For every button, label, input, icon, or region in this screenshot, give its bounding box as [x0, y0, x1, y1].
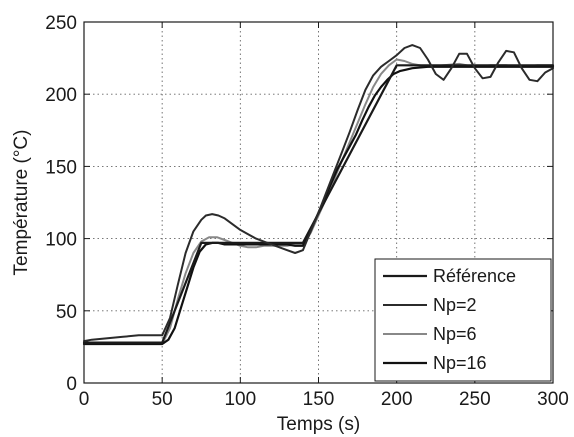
- series-line-np-2: [83, 44, 554, 343]
- x-tick-label: 50: [152, 389, 173, 410]
- x-tick-label: 200: [381, 389, 413, 410]
- tick-labels: 0 50 100 150 200 250 300 0 50 100 150 200 250: [45, 13, 569, 410]
- y-tick-label: 200: [45, 85, 77, 106]
- y-tick-label: 100: [45, 230, 77, 251]
- grid-lines: [84, 22, 553, 383]
- x-tick-label: 150: [303, 389, 335, 410]
- legend-label: Np=16: [433, 353, 487, 373]
- y-axis-label: Température (°C): [11, 130, 32, 276]
- y-tick-label: 250: [45, 13, 77, 34]
- legend-label: Np=2: [433, 295, 477, 315]
- legend: Référence Np=2 Np=6 Np=16: [374, 258, 552, 382]
- x-tick-label: 0: [79, 389, 90, 410]
- y-tick-label: 150: [45, 157, 77, 178]
- legend-box: [374, 258, 552, 382]
- x-tick-label: 300: [537, 389, 569, 410]
- series-line-r-f-rence: [82, 64, 555, 344]
- x-axis-label: Temps (s): [277, 414, 360, 435]
- x-tick-label: 100: [224, 389, 256, 410]
- y-tick-label: 50: [56, 302, 77, 323]
- legend-label: Np=6: [433, 324, 477, 344]
- legend-label: Référence: [433, 266, 516, 286]
- y-tick-label: 0: [66, 374, 77, 395]
- x-tick-label: 250: [459, 389, 491, 410]
- data-series: [82, 44, 555, 346]
